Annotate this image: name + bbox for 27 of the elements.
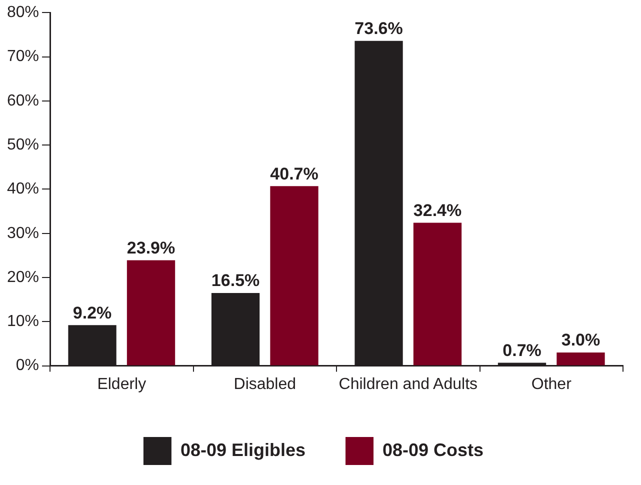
x-tick-label: Children and Adults: [338, 376, 478, 393]
x-tick-label: Elderly: [97, 376, 146, 393]
x-tick-label: Disabled: [234, 376, 296, 393]
y-tick-label: 70%: [6, 48, 40, 66]
data-label: 23.9%: [126, 238, 176, 258]
bar: [126, 260, 176, 366]
y-tick-label: 50%: [6, 136, 40, 154]
y-tick-label: 80%: [6, 4, 40, 22]
y-tick-label: 30%: [6, 224, 40, 242]
bar: [270, 186, 318, 366]
y-tick-label: 0%: [16, 357, 40, 374]
data-label: 0.7%: [502, 340, 542, 360]
y-tick-label: 10%: [6, 313, 40, 330]
legend-label: 08-09 Eligibles: [180, 440, 306, 460]
data-label: 40.7%: [270, 164, 318, 184]
data-label: 3.0%: [561, 330, 600, 350]
data-label: 9.2%: [72, 303, 112, 322]
x-tick-label: Other: [531, 376, 572, 393]
data-label: 73.6%: [354, 19, 403, 38]
bar: [413, 222, 462, 366]
bar: [556, 352, 605, 366]
legend-label: 08-09 Costs: [382, 440, 484, 460]
y-tick-label: 20%: [6, 268, 40, 286]
data-label: 16.5%: [211, 271, 260, 290]
y-tick-label: 60%: [6, 92, 40, 110]
data-label: 32.4%: [413, 200, 462, 220]
y-tick-label: 40%: [6, 180, 40, 198]
